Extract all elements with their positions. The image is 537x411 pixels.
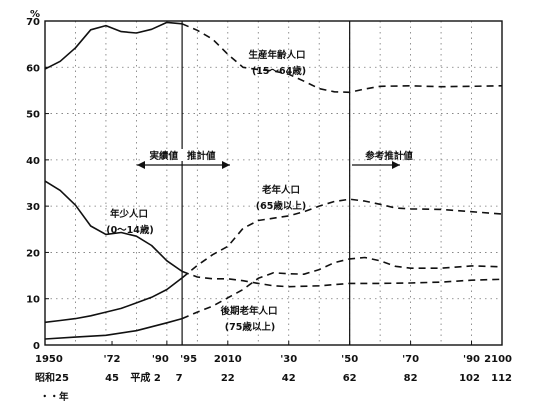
series-line-projected-1 bbox=[181, 270, 503, 288]
series-line-projected-0 bbox=[181, 23, 503, 94]
period-dividers bbox=[181, 21, 351, 345]
y-axis-unit: % bbox=[30, 9, 40, 20]
x-tick-label: '50 bbox=[341, 354, 358, 365]
x-tick-sublabel: 7 bbox=[176, 373, 183, 384]
series-sublabel-elderly: (65歳以上) bbox=[256, 200, 306, 212]
x-tick-sublabel: 22 bbox=[221, 373, 235, 384]
x-axis: 1950 昭和25 '72 45 '90 平成 2 '95 7 2010 22 '30 42 '50 62… bbox=[35, 341, 512, 384]
series-line-actual-2 bbox=[44, 277, 183, 324]
x-tick-sublabel: 昭和25 bbox=[35, 371, 69, 384]
series-line-actual-3 bbox=[44, 317, 183, 340]
x-tick-label: '90 bbox=[152, 354, 169, 365]
series-label-elderly: 老年人口 bbox=[261, 184, 300, 196]
x-tick-label: '90 bbox=[463, 354, 480, 365]
series-line-projected-2 bbox=[181, 198, 503, 279]
x-tick-label: '95 bbox=[180, 354, 197, 365]
x-tick-label: '72 bbox=[104, 354, 121, 365]
y-tick-label: 50 bbox=[26, 110, 40, 121]
x-tick-label: 1950 bbox=[35, 354, 63, 365]
y-tick-label: 20 bbox=[26, 248, 40, 259]
series-line-actual-0 bbox=[44, 21, 183, 70]
y-tick-label: 60 bbox=[26, 63, 40, 74]
x-tick-sublabel: 102 bbox=[459, 373, 480, 384]
period-annotation: 実績値 推計値 bbox=[137, 149, 230, 169]
y-tick-label: 30 bbox=[26, 202, 40, 213]
x-tick-label: 2010 bbox=[214, 354, 242, 365]
y-tick-label: 0 bbox=[33, 341, 40, 352]
projected-period-label: 推計値 bbox=[187, 150, 216, 162]
x-tick-sublabel: 62 bbox=[343, 373, 357, 384]
series-sublabel-children: (0～14歳) bbox=[106, 224, 154, 236]
y-tick-label: 70 bbox=[26, 17, 40, 28]
series-line-actual-1 bbox=[44, 180, 183, 273]
series-line-projected-3 bbox=[181, 256, 503, 320]
x-tick-sublabel: 82 bbox=[404, 373, 418, 384]
series-label-children: 年少人口 bbox=[110, 208, 148, 220]
x-tick-sublabel: 平成 2 bbox=[130, 371, 160, 384]
x-axis-unit: ・・年 bbox=[40, 391, 69, 403]
x-tick-label: '30 bbox=[280, 354, 297, 365]
y-tick-label: 40 bbox=[26, 156, 40, 167]
x-tick-label: 2100 bbox=[484, 354, 512, 365]
series-lines bbox=[44, 21, 503, 340]
series-sublabel-late-elderly: (75歳以上) bbox=[225, 321, 275, 333]
actual-period-label: 実績値 bbox=[149, 150, 178, 162]
plot-frame bbox=[44, 20, 503, 346]
series-sublabel-working-age: (15～64歳) bbox=[252, 65, 306, 77]
x-tick-label: '70 bbox=[402, 354, 419, 365]
x-tick-sublabel: 42 bbox=[282, 373, 296, 384]
y-tick-label: 10 bbox=[26, 295, 40, 306]
x-tick-sublabel: 112 bbox=[491, 373, 512, 384]
series-label-late-elderly: 後期老年人口 bbox=[220, 305, 277, 317]
reference-period-label: 参考推計値 bbox=[364, 150, 413, 162]
x-tick-sublabel: 45 bbox=[105, 373, 119, 384]
reference-annotation: 参考推計値 bbox=[352, 150, 413, 169]
series-label-working-age: 生産年齢人口 bbox=[248, 49, 305, 61]
y-axis: 0 10 20 30 40 50 60 70 bbox=[26, 17, 49, 352]
